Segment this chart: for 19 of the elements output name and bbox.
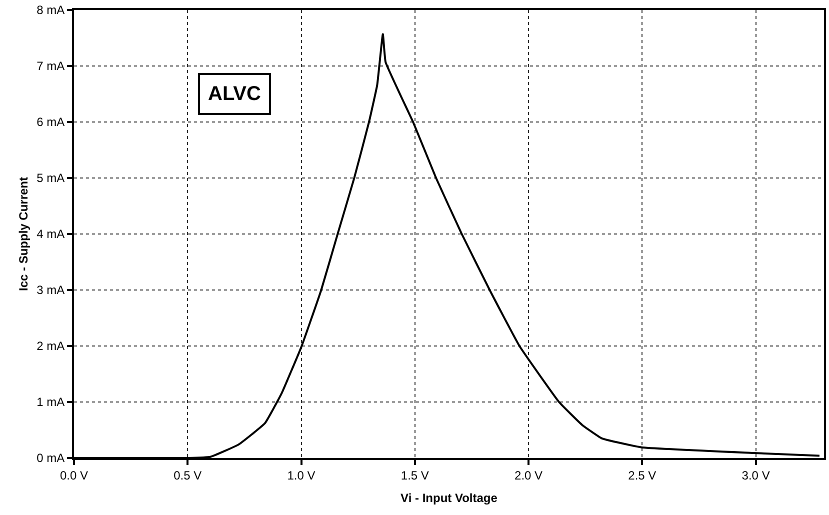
y-tick-label: 1 mA xyxy=(36,395,65,410)
x-tick-label: 0.0 V xyxy=(60,468,88,482)
y-tick-label: 3 mA xyxy=(36,283,65,298)
y-tick-label: 7 mA xyxy=(36,59,65,74)
x-tick-label: 2.0 V xyxy=(514,468,543,482)
y-axis-title: Icc - Supply Current xyxy=(16,176,30,292)
x-tick-label: 1.0 V xyxy=(287,468,316,482)
x-tick-label: 0.5 V xyxy=(174,468,202,482)
y-tick-label: 2 mA xyxy=(36,339,65,354)
x-tick-label: 2.5 V xyxy=(628,468,656,482)
y-tick-label: 5 mA xyxy=(36,171,65,186)
x-axis-title: Vi - Input Voltage xyxy=(400,490,498,505)
x-tick-label: 3.0 V xyxy=(742,468,770,482)
y-tick-label: 4 mA xyxy=(36,227,65,242)
x-tick-label: 1.5 V xyxy=(400,468,429,482)
y-tick-label: 6 mA xyxy=(36,115,65,130)
annotation: ALVC xyxy=(208,83,261,105)
y-tick-label: 8 mA xyxy=(36,3,65,18)
y-tick-label: 0 mA xyxy=(36,451,65,466)
